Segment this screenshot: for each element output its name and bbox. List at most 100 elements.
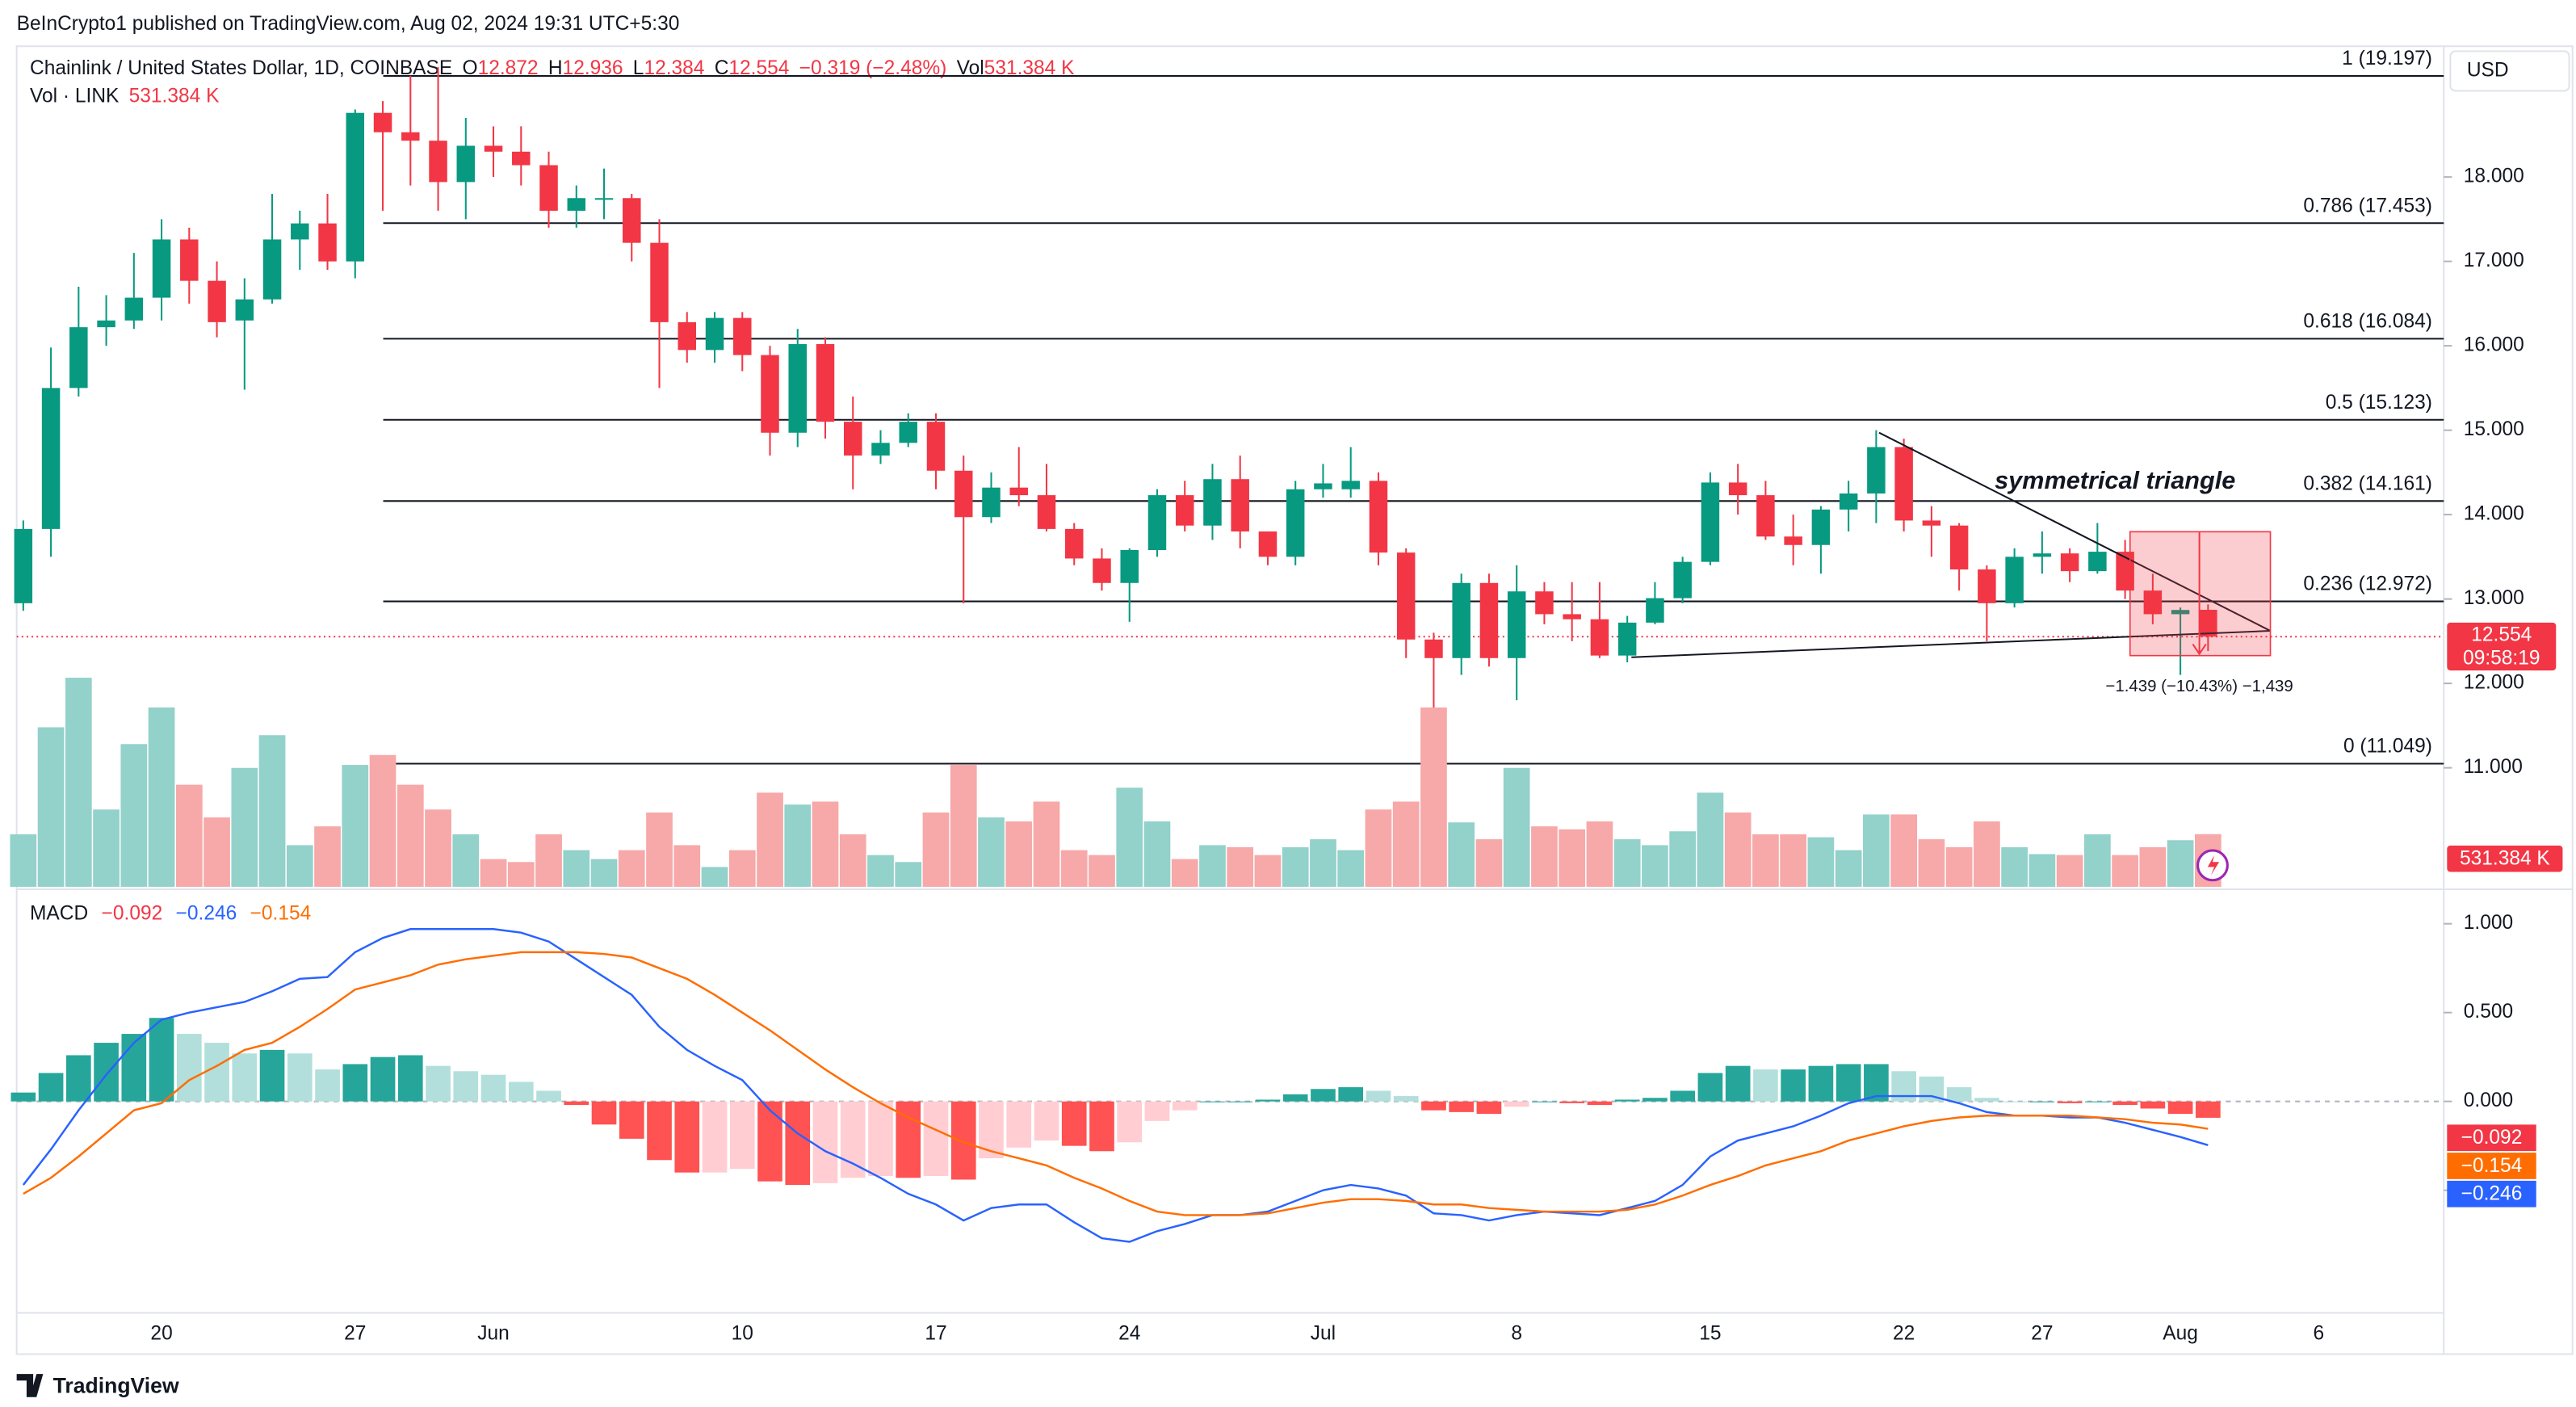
candle-body — [1922, 520, 1941, 526]
macd-value: −0.246 — [176, 903, 237, 925]
candle-body — [1949, 525, 1969, 570]
macd-histogram-bar — [121, 1034, 147, 1102]
macd-histogram-bar — [232, 1053, 258, 1102]
volume-bar — [2056, 855, 2083, 887]
candle-body — [954, 470, 973, 518]
candle-body — [2088, 552, 2107, 572]
macd-histogram-bar — [2196, 1101, 2221, 1118]
publisher: BeInCrypto1 published on TradingView.com… — [17, 13, 680, 35]
candle-body — [1673, 561, 1692, 598]
y-tick-label: 1.000 — [2464, 912, 2513, 934]
macd-histogram-bar — [1282, 1094, 1308, 1102]
candle-body — [1424, 639, 1443, 658]
volume-bar — [646, 812, 673, 887]
macd-histogram-bar — [729, 1101, 755, 1170]
macd-histogram-bar — [1946, 1087, 1972, 1102]
currency-box[interactable] — [2449, 50, 2570, 92]
candle-body — [1590, 619, 1609, 656]
x-tick-label: 27 — [344, 1323, 366, 1345]
macd-histogram-bar — [1311, 1089, 1336, 1102]
candle-body — [1341, 481, 1360, 489]
candle-body — [1286, 489, 1305, 557]
price-tag-value: 12.554 — [2471, 624, 2532, 646]
macd-histogram-bar — [536, 1090, 561, 1102]
volume-bar — [93, 809, 120, 887]
x-tick-label: Jun — [477, 1323, 510, 1345]
volume-bar — [2167, 840, 2194, 887]
candle-body — [291, 223, 309, 240]
volume-bar — [1143, 821, 1171, 887]
volume-bar — [1531, 826, 1558, 887]
macd-line-tag — [2447, 1180, 2536, 1208]
x-tick-label: 20 — [150, 1323, 172, 1345]
macd-histogram-bar — [950, 1101, 976, 1180]
volume-bar — [590, 859, 618, 887]
candle-body — [1452, 582, 1471, 658]
macd-histogram-bar — [1781, 1069, 1806, 1102]
volume-bar — [1752, 834, 1779, 887]
fib-label: 1 (19.197) — [2342, 48, 2432, 69]
macd-histogram-bar — [94, 1043, 119, 1102]
volume-bar — [1392, 801, 1420, 887]
candle-body — [982, 487, 1001, 518]
volume-bar — [812, 801, 839, 887]
x-tick-label: 8 — [1511, 1323, 1522, 1345]
fib-label: 0.618 (16.084) — [2303, 310, 2431, 332]
volume-bar — [1669, 831, 1697, 887]
volume-bar — [1559, 829, 1586, 887]
macd-line — [22, 928, 2209, 1243]
macd-histogram-bar — [1366, 1090, 1391, 1102]
macd-histogram-bar — [397, 1055, 423, 1102]
macd-histogram-bar — [204, 1043, 229, 1102]
macd-histogram-bar — [1504, 1101, 1529, 1107]
candle-body — [2060, 553, 2079, 572]
macd-histogram-bar — [1697, 1073, 1723, 1102]
volume-bar — [618, 850, 645, 887]
volume-tag — [2447, 845, 2563, 872]
volume-bar — [1475, 839, 1503, 887]
macd-histogram-bar — [1725, 1065, 1751, 1102]
volume-bar — [1282, 846, 1309, 887]
volume-bar — [314, 826, 341, 887]
candle-body — [41, 388, 61, 529]
annotation: symmetrical triangle — [1995, 467, 2235, 494]
candle-body — [1369, 481, 1388, 553]
candle-body — [539, 165, 558, 211]
macd-histogram-bar — [1172, 1101, 1198, 1111]
x-tick-label: 6 — [2314, 1323, 2325, 1345]
volume-value: 531.384 K — [129, 86, 220, 107]
volume-bar — [701, 867, 728, 887]
candle-body — [1756, 495, 1775, 537]
x-tick-label: 15 — [1699, 1323, 1721, 1345]
candle-body — [512, 151, 531, 166]
range-label: −1.439 (−10.43%) −1,439 — [2105, 677, 2293, 695]
event-bolt — [2207, 855, 2220, 876]
macd-histogram-bar — [647, 1101, 672, 1161]
candle-body — [1894, 447, 1913, 521]
macd-histogram-bar — [1559, 1101, 1585, 1103]
signal-tag — [2447, 1153, 2536, 1179]
macd-histogram-bar — [2167, 1101, 2193, 1115]
macd-histogram-bar — [1974, 1098, 1999, 1102]
candle-body — [401, 132, 420, 141]
candle-body — [2143, 590, 2163, 615]
candle-body — [567, 198, 586, 211]
ohlc-key: O — [463, 57, 478, 79]
candle-body — [2005, 556, 2024, 603]
volume-bar — [342, 765, 369, 887]
ohlc-key: H — [548, 57, 563, 79]
candle-body — [1093, 558, 1111, 583]
macd-histogram-bar — [259, 1049, 285, 1102]
volume-bar — [1116, 788, 1143, 887]
macd-histogram-bar — [619, 1101, 644, 1139]
candle-body — [1728, 482, 1747, 496]
candle-body — [650, 242, 669, 322]
volume-bar — [1613, 839, 1641, 887]
y-tick-label: 16.000 — [2464, 334, 2524, 356]
candle-body — [2171, 610, 2190, 615]
macd-histogram-bar — [149, 1018, 174, 1102]
candle-body — [152, 239, 171, 298]
candle-body — [1064, 528, 1084, 559]
candle-body — [1839, 493, 1858, 510]
